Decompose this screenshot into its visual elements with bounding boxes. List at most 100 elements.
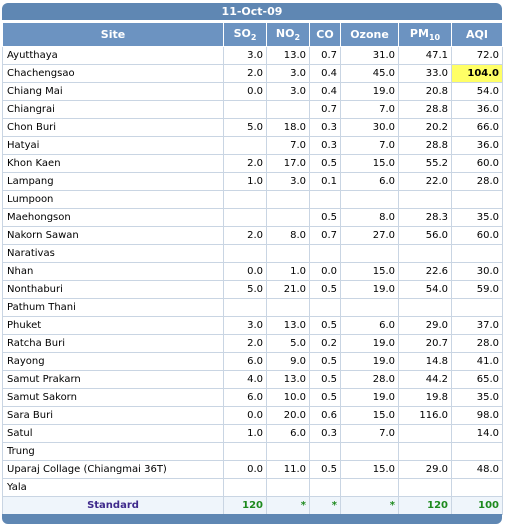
table-row: Yala [2,478,503,497]
column-header-aqi: AQI [451,22,503,47]
ozone-cell [340,298,399,317]
site-name-cell: Nhan [2,262,224,281]
table-row: Samut Prakarn 4.0 13.0 0.5 28.0 44.2 65.0 [2,370,503,389]
table-row: Chiang Mai 0.0 3.0 0.4 19.0 20.8 54.0 [2,82,503,101]
site-name-cell: Yala [2,478,224,497]
site-name-cell: Samut Sakorn [2,388,224,407]
pm10-cell [398,424,452,443]
so2-cell: 2.0 [223,154,267,173]
ozone-cell: 28.0 [340,370,399,389]
no2-cell: 20.0 [266,406,310,425]
ozone-cell: 6.0 [340,316,399,335]
co-cell: 0.5 [309,352,341,371]
table-row: Narativas [2,244,503,263]
co-cell: 0.4 [309,82,341,101]
table-row: Lampang 1.0 3.0 0.1 6.0 22.0 28.0 [2,172,503,191]
column-header-ozone: Ozone [340,22,399,47]
column-header-so2: SO2 [223,22,267,47]
so2-cell [223,100,267,119]
aqi-cell: 30.0 [451,262,503,281]
so2-cell: 1.0 [223,172,267,191]
ozone-cell: 15.0 [340,406,399,425]
table-row: Sara Buri 0.0 20.0 0.6 15.0 116.0 98.0 [2,406,503,425]
table-row: Samut Sakorn 6.0 10.0 0.5 19.0 19.8 35.0 [2,388,503,407]
ozone-cell: 27.0 [340,226,399,245]
no2-cell: 7.0 [266,136,310,155]
no2-cell: 3.0 [266,82,310,101]
column-header-pm10: PM10 [398,22,452,47]
so2-cell: 3.0 [223,46,267,65]
co-cell: 0.3 [309,118,341,137]
aqi-cell [451,298,503,317]
so2-cell [223,244,267,263]
table-row: Ratcha Buri 2.0 5.0 0.2 19.0 20.7 28.0 [2,334,503,353]
pm10-cell: 47.1 [398,46,452,65]
ozone-cell: 19.0 [340,280,399,299]
ozone-cell [340,478,399,497]
so2-cell: 6.0 [223,388,267,407]
site-name-cell: Nakorn Sawan [2,226,224,245]
aqi-cell: 65.0 [451,370,503,389]
no2-cell: 8.0 [266,226,310,245]
ozone-cell: 19.0 [340,334,399,353]
no2-cell: 10.0 [266,388,310,407]
table-body: Ayutthaya 3.0 13.0 0.7 31.0 47.1 72.0 Chachengs… [2,46,503,497]
pm10-cell: 54.0 [398,280,452,299]
pm10-cell: 20.2 [398,118,452,137]
table-row: Chiangrai 0.7 7.0 28.8 36.0 [2,100,503,119]
table-row: Nakorn Sawan 2.0 8.0 0.7 27.0 56.0 60.0 [2,226,503,245]
aqi-cell: 37.0 [451,316,503,335]
standard-row: Standard 120 * * * 120 100 [2,496,503,515]
aqi-cell: 104.0 [451,64,503,83]
so2-cell: 0.0 [223,82,267,101]
pm10-cell [398,478,452,497]
table-row: Khon Kaen 2.0 17.0 0.5 15.0 55.2 60.0 [2,154,503,173]
aqi-cell: 28.0 [451,334,503,353]
co-cell: 0.5 [309,388,341,407]
ozone-cell [340,244,399,263]
pm10-cell: 28.3 [398,208,452,227]
pm10-cell: 29.0 [398,316,452,335]
site-name-cell: Nonthaburi [2,280,224,299]
pm10-cell: 22.0 [398,172,452,191]
no2-cell [266,190,310,209]
co-cell [309,478,341,497]
ozone-cell: 19.0 [340,352,399,371]
no2-cell [266,244,310,263]
pm10-cell: 28.8 [398,100,452,119]
table-row: Trung [2,442,503,461]
site-name-cell: Maehongson [2,208,224,227]
no2-cell: 13.0 [266,370,310,389]
pm10-cell: 28.8 [398,136,452,155]
no2-cell: 17.0 [266,154,310,173]
site-name-cell: Uparaj Collage (Chiangmai 36T) [2,460,224,479]
table-row: Uparaj Collage (Chiangmai 36T) 0.0 11.0 0.5… [2,460,503,479]
aqi-cell: 36.0 [451,136,503,155]
so2-cell: 6.0 [223,352,267,371]
site-name-cell: Trung [2,442,224,461]
pm10-cell [398,442,452,461]
site-name-cell: Phuket [2,316,224,335]
table-row: Lumpoon [2,190,503,209]
aqi-cell: 66.0 [451,118,503,137]
table-row: Nonthaburi 5.0 21.0 0.5 19.0 54.0 59.0 [2,280,503,299]
no2-cell: 3.0 [266,172,310,191]
table-row: Rayong 6.0 9.0 0.5 19.0 14.8 41.0 [2,352,503,371]
no2-cell: 13.0 [266,46,310,65]
co-cell [309,442,341,461]
so2-cell [223,298,267,317]
table-row: Ayutthaya 3.0 13.0 0.7 31.0 47.1 72.0 [2,46,503,65]
column-header-co: CO [309,22,341,47]
no2-cell: 18.0 [266,118,310,137]
ozone-cell: 7.0 [340,100,399,119]
table-row: Phuket 3.0 13.0 0.5 6.0 29.0 37.0 [2,316,503,335]
site-name-cell: Chon Buri [2,118,224,137]
pm10-cell: 29.0 [398,460,452,479]
pm10-cell: 20.7 [398,334,452,353]
so2-cell: 4.0 [223,370,267,389]
aqi-cell: 41.0 [451,352,503,371]
pm10-cell: 22.6 [398,262,452,281]
ozone-cell: 7.0 [340,424,399,443]
site-name-cell: Satul [2,424,224,443]
